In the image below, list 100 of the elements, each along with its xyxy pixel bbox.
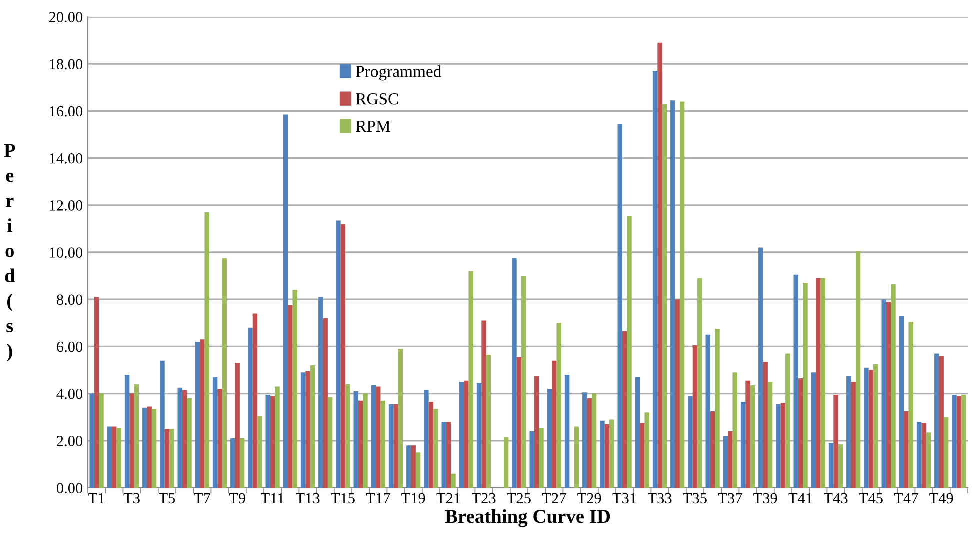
bar xyxy=(587,398,592,488)
x-tick-label: T15 xyxy=(331,493,355,504)
bar xyxy=(856,251,861,488)
x-tick-label: T41 xyxy=(788,493,812,504)
bar xyxy=(886,302,892,488)
bar xyxy=(406,446,412,488)
bar xyxy=(618,124,622,488)
bar xyxy=(834,394,838,488)
bar xyxy=(248,328,253,488)
bar xyxy=(380,400,386,488)
bar xyxy=(266,394,270,488)
bar xyxy=(288,305,293,488)
bar xyxy=(600,420,605,488)
bar xyxy=(534,376,540,488)
bar xyxy=(891,284,896,488)
bar xyxy=(212,377,218,488)
x-tick-label: T17 xyxy=(366,493,390,504)
x-tick-label: T35 xyxy=(683,493,707,504)
bar xyxy=(107,426,112,488)
bar xyxy=(283,114,288,488)
bar xyxy=(776,404,781,488)
bar xyxy=(780,403,786,488)
bar xyxy=(908,322,914,488)
bar xyxy=(222,258,228,488)
bar xyxy=(786,354,790,488)
bar xyxy=(574,426,580,488)
bar xyxy=(926,432,932,488)
bar xyxy=(640,423,645,488)
bar xyxy=(112,426,117,488)
bar xyxy=(556,323,562,488)
bar xyxy=(152,409,157,488)
bar xyxy=(142,408,148,488)
bar xyxy=(336,220,341,488)
bar xyxy=(134,384,140,488)
bar xyxy=(635,377,640,488)
y-tick-label: 0.00 xyxy=(56,483,83,494)
bar xyxy=(706,334,710,488)
bar xyxy=(530,431,534,488)
bar xyxy=(592,394,597,488)
x-tick-label: T45 xyxy=(859,493,883,504)
x-tick-label: T9 xyxy=(229,493,246,504)
bar xyxy=(416,452,421,488)
bar xyxy=(904,411,909,488)
bar xyxy=(838,444,844,488)
bar xyxy=(944,417,949,488)
bar xyxy=(388,404,394,488)
x-tick-label: T23 xyxy=(472,493,496,504)
bar xyxy=(723,436,728,488)
bar xyxy=(124,374,130,488)
bar xyxy=(952,394,957,488)
bar xyxy=(698,278,702,488)
bar xyxy=(547,389,552,488)
y-tick-label: 2.00 xyxy=(57,436,83,446)
bar xyxy=(670,100,676,488)
y-tick-label: 12.00 xyxy=(50,200,83,211)
x-tick-label: T7 xyxy=(194,493,210,504)
text: Period (s) xyxy=(4,144,16,362)
y-tick-label: 6.00 xyxy=(57,342,83,352)
y-tick-label: 14.00 xyxy=(50,153,83,164)
bar xyxy=(170,429,174,488)
bar xyxy=(552,360,557,488)
bar xyxy=(371,386,376,488)
bar xyxy=(275,386,280,488)
x-tick-label: T3 xyxy=(124,493,140,504)
x-tick-label: T33 xyxy=(648,493,672,504)
bar xyxy=(522,276,526,488)
x-tick-label: T27 xyxy=(542,493,566,504)
bar xyxy=(376,386,381,488)
bar xyxy=(662,104,668,488)
bar xyxy=(512,258,517,488)
bar xyxy=(899,316,904,488)
y-tick-label: 20.00 xyxy=(49,12,83,23)
bar xyxy=(434,409,438,488)
bar xyxy=(310,366,316,488)
x-tick-label: T5 xyxy=(158,493,176,504)
bar xyxy=(160,360,165,488)
bar xyxy=(610,420,614,488)
bar xyxy=(464,380,469,488)
legend-label: RGSC xyxy=(356,94,398,105)
y-tick-label: 16.00 xyxy=(50,106,83,117)
bar xyxy=(504,437,509,488)
bar xyxy=(658,42,662,488)
bar xyxy=(728,431,733,488)
bar xyxy=(328,397,333,488)
x-tick-label: T13 xyxy=(296,493,320,504)
bar xyxy=(916,422,922,488)
x-axis-title: Breathing Curve ID xyxy=(445,509,610,528)
bar xyxy=(622,331,628,488)
bar xyxy=(868,370,874,488)
bar xyxy=(147,406,152,488)
bar xyxy=(300,372,306,488)
bar xyxy=(604,424,610,488)
bar xyxy=(763,362,768,488)
bar xyxy=(323,318,328,488)
y-tick-label: 10.00 xyxy=(50,248,83,258)
bar xyxy=(451,474,456,488)
bar xyxy=(394,404,398,488)
bar xyxy=(688,396,693,488)
bar xyxy=(476,383,482,488)
bar xyxy=(644,412,650,488)
